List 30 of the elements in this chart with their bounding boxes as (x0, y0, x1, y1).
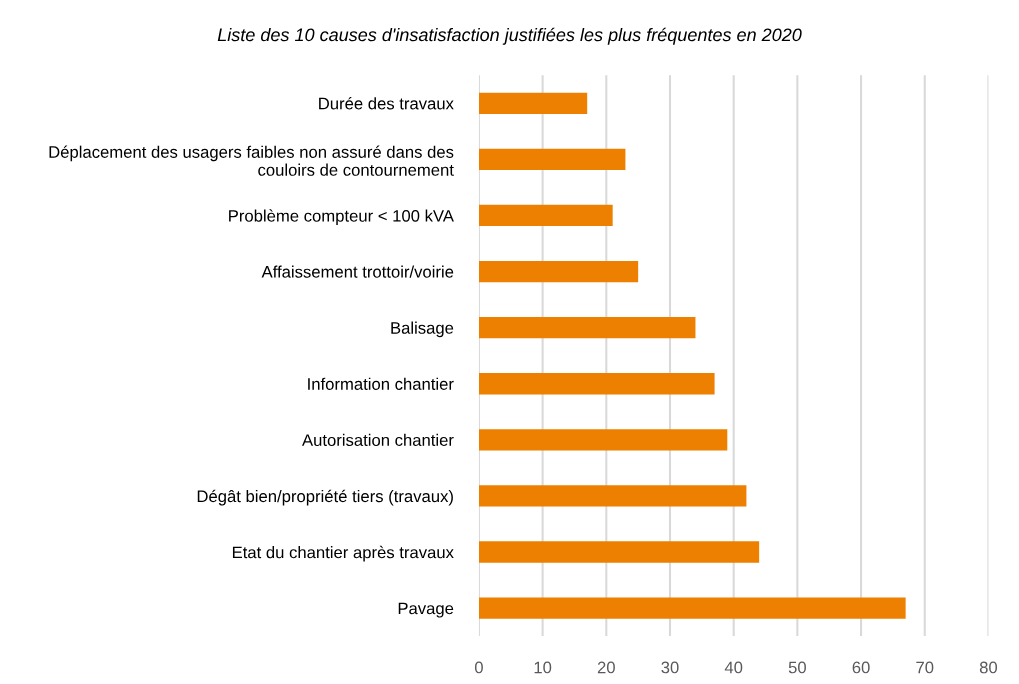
bar (478, 316, 696, 339)
bar (478, 373, 715, 395)
x-tick-label: 40 (724, 661, 743, 674)
bar (478, 148, 626, 171)
y-tick-label: Problème compteur < 100 kVA (229, 209, 454, 226)
bar (478, 597, 906, 619)
y-tick-label: Autorisation chantier (302, 433, 454, 447)
y-tick-label: Déplacement des usagers faibles non assuré dans des couloirs de contournement (49, 145, 454, 176)
x-tick-label: 10 (534, 661, 552, 674)
bar (478, 485, 747, 507)
x-tick-label: 20 (597, 661, 615, 674)
y-tick-label: Balisage (391, 321, 454, 338)
bar (478, 429, 728, 451)
bar (478, 204, 613, 227)
y-tick-label: Pavage (398, 602, 454, 618)
x-tick-label: 60 (852, 661, 870, 674)
y-tick-label: Information chantier (308, 377, 454, 390)
x-tick-label: 0 (474, 661, 483, 674)
chart-title: Liste des 10 causes d'insatisfaction justifiées les plus fréquentes en 2020 (217, 27, 802, 45)
y-tick-label: Etat du chantier après travaux (232, 545, 454, 562)
bar (478, 92, 588, 114)
x-tick-label: 30 (661, 661, 679, 674)
bar (478, 260, 639, 283)
x-tick-label: 70 (916, 661, 934, 674)
x-tick-label: 50 (788, 661, 806, 674)
y-tick-label: Dégât bien/propriété tiers (travaux) (197, 489, 453, 506)
y-tick-label: Affaissement trottoir/voirie (261, 265, 454, 278)
x-tick-label: 80 (979, 661, 998, 674)
bar (478, 541, 760, 563)
y-tick-label: Durée des travaux (319, 97, 454, 110)
